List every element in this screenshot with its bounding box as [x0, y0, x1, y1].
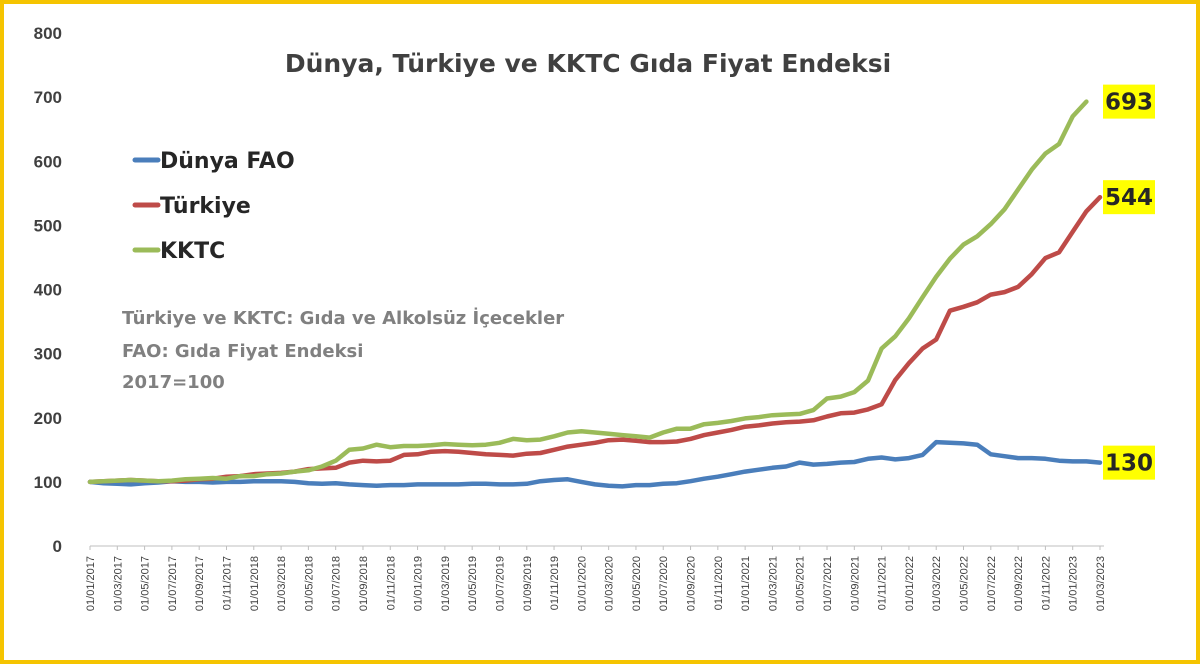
x-tick-label: 01/07/2017: [167, 556, 179, 611]
x-tick-label: 01/01/2017: [85, 556, 97, 611]
legend-label: Dünya FAO: [160, 149, 295, 174]
x-tick-label: 01/09/2022: [1013, 556, 1025, 611]
y-tick-label: 300: [34, 345, 62, 364]
x-tick-label: 01/11/2017: [221, 556, 233, 610]
x-tick-label: 01/11/2020: [713, 556, 725, 610]
x-tick-label: 01/05/2018: [303, 556, 315, 611]
x-tick-label: 01/09/2017: [194, 556, 206, 611]
x-tick-label: 01/11/2022: [1040, 556, 1052, 610]
x-tick-label: 01/03/2017: [112, 556, 124, 611]
end-label: 130: [1105, 451, 1153, 477]
x-tick-label: 01/03/2021: [767, 556, 779, 611]
y-axis: 0 100 200 300 400 500 600 700 800: [34, 24, 62, 556]
chart-title: Dünya, Türkiye ve KKTC Gıda Fiyat Endeks…: [285, 49, 891, 78]
end-label: 693: [1105, 90, 1153, 116]
series-line-2: [87, 99, 1089, 485]
x-tick-label: 01/09/2019: [522, 556, 534, 611]
x-tick-label: 01/01/2023: [1068, 556, 1080, 611]
note-line: Türkiye ve KKTC: Gıda ve Alkolsüz İçecek…: [122, 307, 564, 329]
x-tick-label: 01/09/2018: [358, 556, 370, 611]
x-tick-label: 01/01/2019: [413, 556, 425, 611]
y-tick-label: 700: [34, 88, 62, 107]
note-line: FAO: Gıda Fiyat Endeksi: [122, 341, 363, 362]
y-tick-label: 200: [34, 409, 62, 428]
note-line: 2017=100: [122, 372, 225, 393]
x-tick-label: 01/07/2018: [331, 556, 343, 611]
x-tick-label: 01/09/2020: [686, 556, 698, 611]
x-tick-label: 01/07/2020: [658, 556, 670, 611]
x-tick-label: 01/11/2018: [385, 556, 397, 610]
x-tick-label: 01/03/2023: [1095, 556, 1107, 611]
y-tick-label: 0: [53, 537, 62, 556]
end-label-box: [1103, 84, 1155, 119]
x-axis: 01/01/2017 01/03/2017 01/05/2017 01/07/2017…: [85, 546, 1107, 611]
x-tick-label: 01/01/2022: [904, 556, 916, 611]
series-layer: [87, 99, 1103, 489]
x-tick-label: 01/05/2019: [467, 556, 479, 611]
x-tick-label: 01/05/2022: [959, 556, 971, 611]
x-tick-label: 01/01/2021: [740, 556, 752, 611]
x-tick-label: 01/07/2019: [494, 556, 506, 611]
series-line-1: [87, 194, 1103, 485]
x-tick-label: 01/03/2018: [276, 556, 288, 611]
y-tick-label: 800: [34, 24, 62, 43]
x-tick-label: 01/03/2020: [604, 556, 616, 611]
x-tick-label: 01/01/2018: [249, 556, 261, 611]
end-label-box: [1103, 445, 1155, 480]
legend: Dünya FAO Türkiye KKTC: [132, 149, 295, 264]
x-tick-label: 01/09/2021: [849, 556, 861, 611]
x-tick-label: 01/05/2021: [795, 556, 807, 611]
x-tick-label: 01/05/2020: [631, 556, 643, 611]
x-tick-label: 01/03/2022: [931, 556, 943, 611]
y-tick-label: 600: [34, 152, 62, 171]
end-labels: 130 544 693: [1103, 84, 1155, 480]
y-tick-label: 500: [34, 216, 62, 235]
x-tick-label: 01/05/2017: [140, 556, 152, 611]
legend-label: KKTC: [160, 239, 225, 264]
x-tick-label: 01/11/2021: [877, 556, 889, 610]
y-tick-label: 400: [34, 281, 62, 300]
end-label: 544: [1105, 185, 1153, 211]
x-tick-label: 01/11/2019: [549, 556, 561, 610]
chart-notes: Türkiye ve KKTC: Gıda ve Alkolsüz İçecek…: [122, 307, 564, 393]
x-tick-label: 01/03/2019: [440, 556, 452, 611]
legend-label: Türkiye: [160, 194, 251, 219]
series-line-0: [87, 439, 1103, 489]
end-label-box: [1103, 180, 1155, 215]
x-tick-label: 01/01/2020: [576, 556, 588, 611]
x-tick-label: 01/07/2022: [986, 556, 998, 611]
y-tick-label: 100: [34, 473, 62, 492]
x-tick-label: 01/07/2021: [822, 556, 834, 611]
